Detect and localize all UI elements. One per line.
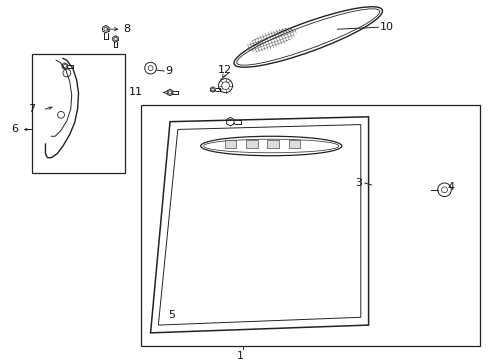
- Text: 5: 5: [168, 310, 175, 320]
- Text: 10: 10: [380, 22, 393, 32]
- Bar: [224, 140, 236, 148]
- Bar: [141, 105, 479, 346]
- Bar: [348, 177, 355, 183]
- Ellipse shape: [200, 136, 341, 156]
- Bar: [348, 202, 355, 207]
- Bar: [288, 140, 300, 148]
- Text: 3: 3: [354, 178, 361, 188]
- Ellipse shape: [234, 7, 382, 67]
- Text: 2: 2: [300, 139, 307, 149]
- Text: 6: 6: [11, 125, 19, 134]
- Bar: [245, 140, 257, 148]
- Text: 9: 9: [165, 66, 172, 76]
- Text: 7: 7: [28, 104, 35, 114]
- Text: 4: 4: [447, 182, 454, 192]
- Bar: [32, 54, 125, 173]
- Text: 11: 11: [128, 87, 142, 98]
- Bar: [267, 140, 279, 148]
- Polygon shape: [150, 117, 368, 333]
- Text: 1: 1: [236, 351, 243, 360]
- Polygon shape: [158, 125, 360, 325]
- Text: 12: 12: [217, 65, 231, 75]
- Text: 8: 8: [123, 24, 130, 34]
